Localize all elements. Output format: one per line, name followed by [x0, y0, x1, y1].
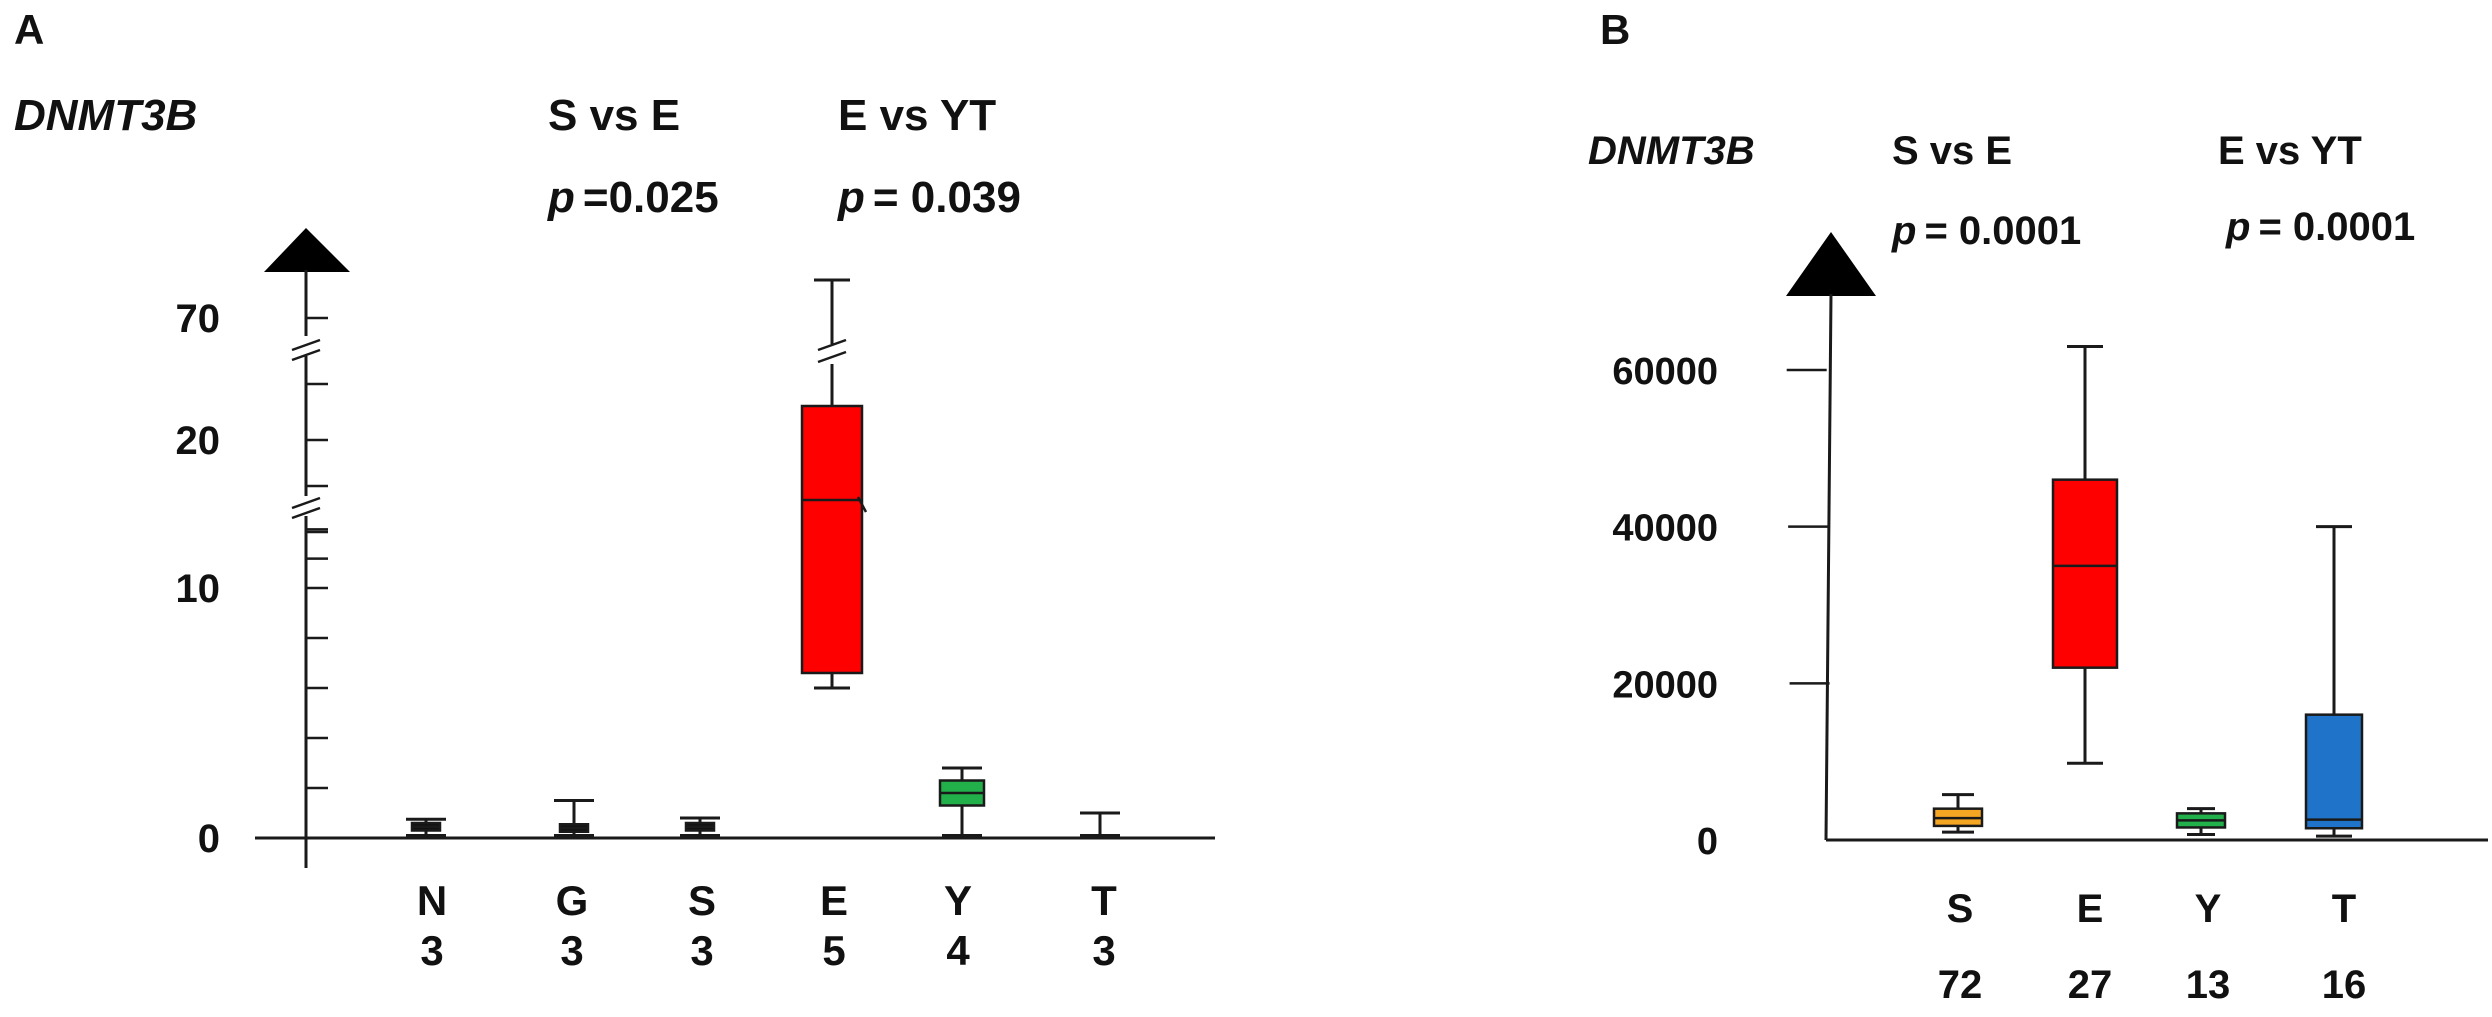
- box-plot-T: [1080, 811, 1120, 839]
- y-axis-break-upper: [291, 336, 321, 362]
- y-tick-labels-b: 0 20000 40000 60000: [1612, 351, 1718, 863]
- category-labels-b: S 72 E 27 Y 13 T 16: [1938, 887, 2367, 1007]
- p-symbol: p: [837, 173, 865, 222]
- p-value: = 0.039: [873, 173, 1021, 222]
- p-value: = 0.0001: [1924, 209, 2081, 253]
- category-label: Y: [944, 877, 972, 924]
- sample-count: 3: [1092, 927, 1115, 974]
- y-tick-label: 20: [176, 419, 221, 463]
- category-label: S: [1947, 887, 1974, 931]
- y-tick-labels-a: 0 10 20 70: [176, 297, 221, 861]
- y-tick-label: 10: [176, 567, 221, 611]
- p-value: = 0.0001: [2258, 205, 2415, 249]
- sample-count: 4: [946, 927, 970, 974]
- y-tick-label: 0: [198, 817, 220, 861]
- p-value-text: p = 0.039: [837, 173, 1021, 222]
- p-value-text: p =0.025: [547, 173, 719, 222]
- annotation-b-2: E vs YT p = 0.0001: [2218, 129, 2415, 249]
- p-value-text: p = 0.0001: [2225, 205, 2415, 249]
- box-plots-a: [406, 278, 1120, 839]
- y-tick-label: 20000: [1612, 664, 1718, 706]
- box-body: [2051, 478, 2119, 669]
- sample-count: 27: [2068, 963, 2113, 1007]
- y-tick-label: 40000: [1612, 508, 1718, 550]
- p-value-text: p = 0.0001: [1891, 209, 2081, 253]
- sample-count: 3: [560, 927, 583, 974]
- y-axis-line: [1824, 293, 1833, 841]
- panel-label-a: A: [14, 6, 44, 53]
- y-tick-label: 0: [1697, 821, 1718, 863]
- y-tick-marks-b: [1786, 368, 1830, 685]
- category-label: E: [820, 877, 848, 924]
- box-plot-E: [800, 278, 868, 690]
- sample-count: 13: [2186, 963, 2231, 1007]
- y-axis-arrowhead: [264, 228, 350, 272]
- y-axis-break-lower: [291, 496, 321, 520]
- y-tick-marks-a: [306, 316, 328, 840]
- sample-count: 5: [822, 927, 845, 974]
- annotation-b-1: S vs E p = 0.0001: [1891, 129, 2081, 253]
- sample-count: 72: [1938, 963, 1983, 1007]
- sample-count: 3: [690, 927, 713, 974]
- y-tick-label: 70: [176, 297, 221, 341]
- box-plot-N: [406, 817, 446, 837]
- box-body: [2304, 713, 2364, 830]
- y-axis-arrowhead: [1786, 232, 1876, 296]
- box-plot-G: [554, 799, 594, 837]
- box-plot-T: [2304, 525, 2364, 838]
- box-plots-b: [1932, 345, 2364, 838]
- box-plot-S: [1932, 793, 1984, 834]
- whisker-break-mark: [817, 350, 847, 364]
- category-label: Y: [2195, 887, 2222, 931]
- panel-label-b: B: [1600, 6, 1630, 53]
- sample-count: 16: [2322, 963, 2367, 1007]
- whisker-break-mark: [817, 338, 847, 352]
- p-value: =0.025: [583, 173, 719, 222]
- y-axis-label-b: DNMT3B: [1588, 129, 1755, 173]
- p-symbol: p: [1891, 209, 1916, 253]
- comparison-title: E vs YT: [838, 91, 996, 140]
- p-symbol: p: [547, 173, 575, 222]
- box-break-mark: [856, 496, 868, 513]
- box-plot-E: [2051, 345, 2119, 765]
- category-label: T: [2332, 887, 2356, 931]
- category-label: E: [2077, 887, 2104, 931]
- box-body: [800, 404, 864, 675]
- comparison-title: S vs E: [548, 91, 680, 140]
- category-label: T: [1091, 877, 1117, 924]
- box-plot-Y: [938, 766, 986, 837]
- sample-count: 3: [420, 927, 443, 974]
- annotation-a-2: E vs YT p = 0.039: [837, 91, 1021, 222]
- p-symbol: p: [2225, 205, 2250, 249]
- box-plot-Y: [2175, 807, 2227, 837]
- annotation-a-1: S vs E p =0.025: [547, 91, 719, 222]
- comparison-title: S vs E: [1892, 129, 2012, 173]
- panel-b: B DNMT3B S vs E p = 0.0001 E vs YT p = 0.0…: [1588, 6, 2488, 1007]
- category-label: G: [556, 877, 589, 924]
- y-axis-label-a: DNMT3B: [14, 91, 197, 140]
- panel-a: A DNMT3B S vs E p =0.025 E vs YT p = 0.039…: [14, 6, 1215, 974]
- category-label: N: [417, 877, 447, 924]
- category-label: S: [688, 877, 716, 924]
- y-tick-label: 60000: [1612, 351, 1718, 393]
- comparison-title: E vs YT: [2218, 129, 2362, 173]
- box-plot-S: [680, 816, 720, 837]
